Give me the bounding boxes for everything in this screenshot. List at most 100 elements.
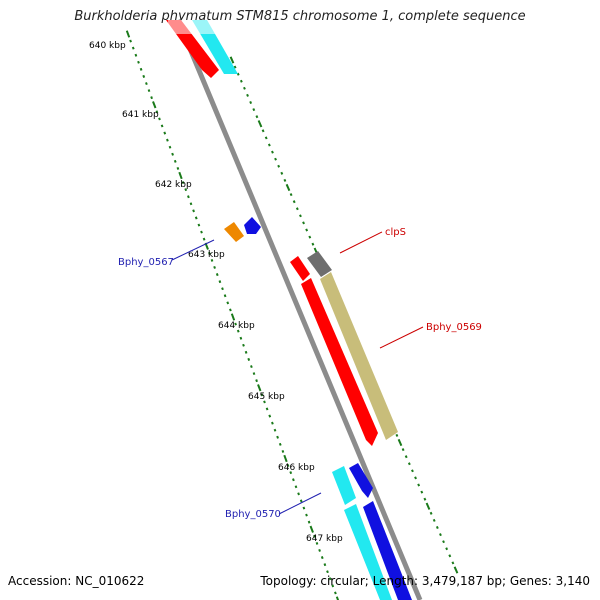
minor-tick xyxy=(267,143,271,147)
gene-cyan-small[interactable] xyxy=(332,466,356,505)
minor-tick xyxy=(226,301,230,305)
major-tick xyxy=(257,384,262,392)
minor-tick xyxy=(171,152,174,156)
minor-tick xyxy=(239,336,243,340)
minor-tick xyxy=(150,96,153,100)
minor-tick xyxy=(305,513,308,517)
minor-tick xyxy=(281,449,285,453)
major-tick xyxy=(285,183,291,192)
minor-tick xyxy=(308,235,312,239)
minor-tick xyxy=(202,237,206,241)
minor-tick xyxy=(215,273,219,277)
minor-tick xyxy=(299,499,303,503)
minor-tick xyxy=(331,584,335,588)
minor-tick xyxy=(283,178,287,182)
minor-tick xyxy=(334,591,337,595)
minor-tick xyxy=(145,82,148,86)
gene-label-Bphy_0567[interactable]: Bphy_0567 xyxy=(118,257,174,268)
minor-tick xyxy=(302,506,306,510)
minor-tick xyxy=(242,343,245,347)
left-tick-track xyxy=(125,30,340,600)
minor-tick xyxy=(255,379,258,383)
minor-tick xyxy=(271,150,274,154)
minor-tick xyxy=(221,287,224,291)
gene-Bphy_0570[interactable] xyxy=(344,504,392,600)
scale-label-640: 640 kbp xyxy=(89,41,126,51)
major-tick xyxy=(229,56,235,64)
minor-tick xyxy=(423,497,427,501)
major-tick xyxy=(309,525,314,533)
minor-tick xyxy=(292,200,296,204)
minor-tick xyxy=(451,561,455,565)
leader-Bphy_0570 xyxy=(278,492,322,515)
minor-tick xyxy=(280,171,284,175)
minor-tick xyxy=(155,110,159,114)
minor-tick xyxy=(236,72,240,76)
minor-tick xyxy=(218,280,222,284)
leader-Bphy_0569 xyxy=(379,326,424,349)
minor-tick xyxy=(210,258,214,262)
minor-tick xyxy=(289,471,293,475)
leader-Bphy_0567 xyxy=(171,239,215,261)
minor-tick xyxy=(448,554,452,558)
chromosome-backbone xyxy=(175,19,423,600)
minor-tick xyxy=(244,350,248,354)
minor-tick xyxy=(192,209,195,213)
minor-tick xyxy=(297,492,300,496)
minor-tick xyxy=(200,230,203,234)
minor-tick xyxy=(213,265,216,269)
gene-label-Bphy_0569[interactable]: Bphy_0569 xyxy=(426,322,482,333)
minor-tick xyxy=(223,294,227,298)
minor-tick xyxy=(305,228,309,232)
major-tick xyxy=(397,438,403,447)
scale-labels: 640 kbp 641 kbp 642 kbp 643 kbp 644 kbp … xyxy=(89,41,343,544)
leader-clpS xyxy=(339,231,383,254)
minor-tick xyxy=(129,39,132,43)
minor-tick xyxy=(273,428,277,432)
gene-Bphy_0569[interactable] xyxy=(320,272,398,440)
scale-label-646: 646 kbp xyxy=(278,463,315,473)
minor-tick xyxy=(407,462,411,466)
minor-tick xyxy=(189,202,193,206)
minor-tick xyxy=(208,251,211,255)
minor-tick xyxy=(320,556,324,560)
title-highlight xyxy=(168,20,224,34)
minor-tick xyxy=(420,490,424,494)
minor-tick xyxy=(147,89,151,93)
minor-tick xyxy=(435,526,439,529)
gene-label-Bphy_0570[interactable]: Bphy_0570 xyxy=(225,509,281,520)
minor-tick xyxy=(163,131,167,135)
major-tick xyxy=(178,171,183,180)
minor-tick xyxy=(326,570,329,574)
minor-tick xyxy=(276,435,279,439)
minor-tick xyxy=(268,414,272,418)
minor-tick xyxy=(299,214,302,218)
gene-clpS[interactable] xyxy=(307,251,332,277)
gene-label-clpS[interactable]: clpS xyxy=(385,227,406,238)
minor-tick xyxy=(445,547,449,551)
minor-tick xyxy=(289,193,293,197)
gene-blue-mid[interactable] xyxy=(349,463,373,498)
gene-blue-small[interactable] xyxy=(244,217,261,234)
minor-tick xyxy=(173,159,177,163)
minor-tick xyxy=(252,372,256,376)
gene-red-long[interactable] xyxy=(301,278,378,446)
major-tick xyxy=(425,502,431,510)
minor-tick xyxy=(294,485,298,489)
major-tick xyxy=(335,596,340,600)
minor-tick xyxy=(311,242,315,246)
minor-tick xyxy=(131,46,135,50)
gene-red-top[interactable] xyxy=(166,20,219,78)
minor-tick xyxy=(263,400,266,404)
minor-tick xyxy=(234,322,237,326)
minor-tick xyxy=(194,216,198,220)
gene-blue-long[interactable] xyxy=(363,501,412,600)
minor-tick xyxy=(142,74,146,78)
scale-label-641: 641 kbp xyxy=(122,110,159,120)
scale-label-647: 647 kbp xyxy=(306,534,343,544)
gene-red-small[interactable] xyxy=(290,256,310,281)
minor-tick xyxy=(271,421,274,425)
minor-tick xyxy=(181,181,185,185)
gene-orange[interactable] xyxy=(224,222,244,242)
